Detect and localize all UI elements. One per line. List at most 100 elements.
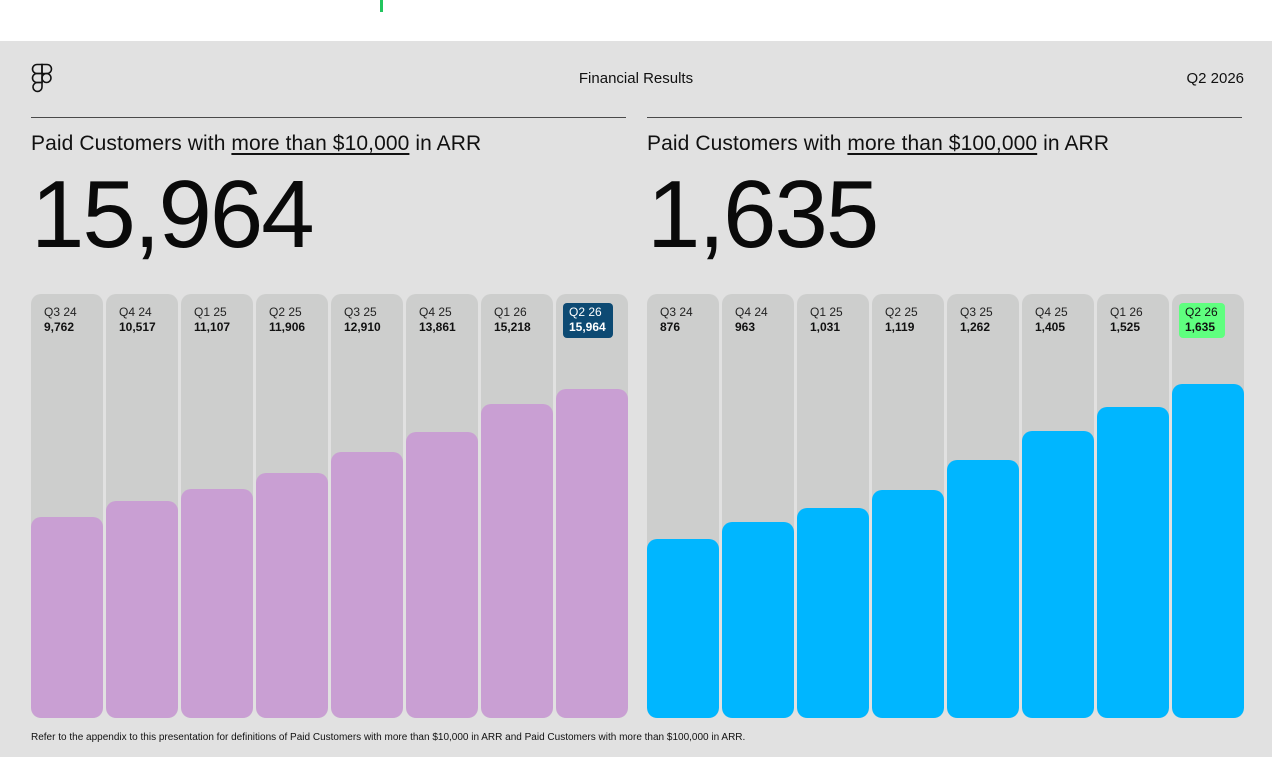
bar [1172, 384, 1244, 718]
bar-value-label: 12,910 [344, 320, 381, 334]
bar-track: Q1 26 15,218 [481, 294, 553, 718]
panel-title-prefix: Paid Customers with [31, 132, 232, 155]
panel-title: Paid Customers with more than $100,000 i… [647, 132, 1244, 156]
panel-100k-customers: Paid Customers with more than $100,000 i… [647, 117, 1244, 718]
bar-category-label: Q4 25 [419, 305, 452, 319]
bar-value-label: 15,964 [569, 320, 606, 334]
bar [106, 501, 178, 718]
bar-data-label: Q3 25 12,910 [338, 303, 388, 338]
bar-data-label: Q4 25 1,405 [1029, 303, 1075, 338]
bar-category-label: Q2 25 [269, 305, 302, 319]
bar-data-label: Q3 25 1,262 [954, 303, 1000, 338]
panel-title-emphasis: more than $10,000 [231, 132, 410, 155]
bar-category-label: Q4 25 [1035, 305, 1068, 319]
bar-track: Q1 25 1,031 [797, 294, 869, 718]
bar-value-label: 1,635 [1185, 320, 1216, 334]
headline-metric: 1,635 [647, 161, 879, 268]
bar-value-label: 13,861 [419, 320, 456, 334]
bar [722, 522, 794, 718]
bar-category-label: Q2 26 [1185, 305, 1218, 319]
bar [797, 508, 869, 718]
divider [647, 117, 1242, 118]
bar-category-label: Q1 25 [194, 305, 227, 319]
headline-metric: 15,964 [31, 161, 315, 268]
bar [181, 489, 253, 718]
bar-value-label: 963 [735, 320, 756, 334]
bar-data-label: Q1 26 1,525 [1104, 303, 1150, 338]
bar-value-label: 11,107 [194, 320, 231, 334]
bar-data-label: Q4 24 963 [729, 303, 775, 338]
bar-track: Q3 24 876 [647, 294, 719, 718]
footnote: Refer to the appendix to this presentati… [31, 732, 746, 743]
bar [872, 490, 944, 718]
bar-track: Q3 25 1,262 [947, 294, 1019, 718]
bar-category-label: Q4 24 [119, 305, 152, 319]
bar-track: Q4 25 1,405 [1022, 294, 1094, 718]
bar [947, 460, 1019, 718]
bar-value-label: 10,517 [119, 320, 156, 334]
bar-data-label: Q4 25 13,861 [413, 303, 463, 338]
panel-10k-customers: Paid Customers with more than $10,000 in… [31, 117, 628, 718]
bar-value-label: 9,762 [44, 320, 75, 334]
bar [481, 404, 553, 718]
bar-track: Q2 25 1,119 [872, 294, 944, 718]
panel-title-emphasis: more than $100,000 [847, 132, 1038, 155]
bar-data-label: Q4 24 10,517 [113, 303, 163, 338]
bar-value-label: 1,405 [1035, 320, 1066, 334]
top-accent-mark [380, 0, 383, 12]
bar-track: Q1 26 1,525 [1097, 294, 1169, 718]
page-title: Financial Results [578, 70, 694, 87]
bar [406, 432, 478, 718]
bar [256, 473, 328, 718]
bar-value-label: 1,525 [1110, 320, 1141, 334]
bar-category-label: Q3 24 [660, 305, 693, 319]
bar-value-label: 876 [660, 320, 681, 334]
bar-data-label: Q1 26 15,218 [488, 303, 538, 338]
bar-track: Q4 25 13,861 [406, 294, 478, 718]
bar-category-label: Q3 24 [44, 305, 77, 319]
bar-track: Q4 24 963 [722, 294, 794, 718]
bar-data-label: Q2 26 15,964 [563, 303, 613, 338]
bar-data-label: Q2 25 11,906 [263, 303, 312, 338]
bar-value-label: 1,262 [960, 320, 991, 334]
panel-title: Paid Customers with more than $10,000 in… [31, 132, 628, 156]
bar-category-label: Q1 26 [494, 305, 527, 319]
bar-track: Q3 24 9,762 [31, 294, 103, 718]
bar-track: Q2 26 15,964 [556, 294, 628, 718]
divider [31, 117, 626, 118]
bar-track: Q3 25 12,910 [331, 294, 403, 718]
slide: Financial Results Q2 2026 Paid Customers… [0, 41, 1272, 757]
bar-category-label: Q1 25 [810, 305, 843, 319]
bar-category-label: Q3 25 [960, 305, 993, 319]
bar [31, 517, 103, 718]
bar [331, 452, 403, 718]
bar-category-label: Q2 26 [569, 305, 602, 319]
bar [556, 389, 628, 718]
bar-value-label: 15,218 [494, 320, 531, 334]
bar-track: Q4 24 10,517 [106, 294, 178, 718]
bar-data-label: Q3 24 876 [654, 303, 700, 338]
panel-title-suffix: in ARR [1037, 132, 1110, 155]
bar-value-label: 11,906 [269, 320, 306, 334]
bar-data-label: Q2 25 1,119 [879, 303, 925, 338]
bar-chart: Q3 24 9,762 Q4 24 10,517 Q1 25 11,107 Q2 25 11,… [31, 294, 628, 718]
bar-category-label: Q1 26 [1110, 305, 1143, 319]
bar-track: Q2 25 11,906 [256, 294, 328, 718]
bar-category-label: Q3 25 [344, 305, 377, 319]
period-label: Q2 2026 [1186, 70, 1244, 87]
bar-data-label: Q1 25 11,107 [188, 303, 237, 338]
bar [1022, 431, 1094, 718]
bar-category-label: Q4 24 [735, 305, 768, 319]
bar-value-label: 1,119 [885, 320, 915, 334]
bar-chart: Q3 24 876 Q4 24 963 Q1 25 1,031 Q2 25 1,119 Q3 2… [647, 294, 1244, 718]
bar-category-label: Q2 25 [885, 305, 918, 319]
bar-data-label: Q3 24 9,762 [38, 303, 84, 338]
panel-title-prefix: Paid Customers with [647, 132, 848, 155]
panel-title-suffix: in ARR [409, 132, 482, 155]
figma-logo-icon [31, 63, 53, 95]
bar-track: Q2 26 1,635 [1172, 294, 1244, 718]
bar-track: Q1 25 11,107 [181, 294, 253, 718]
bar-value-label: 1,031 [810, 320, 841, 334]
bar-data-label: Q2 26 1,635 [1179, 303, 1225, 338]
bar-data-label: Q1 25 1,031 [804, 303, 850, 338]
